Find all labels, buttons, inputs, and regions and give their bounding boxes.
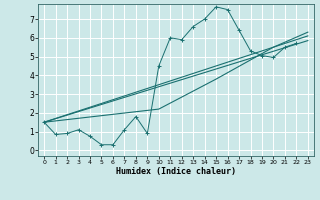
X-axis label: Humidex (Indice chaleur): Humidex (Indice chaleur)	[116, 167, 236, 176]
